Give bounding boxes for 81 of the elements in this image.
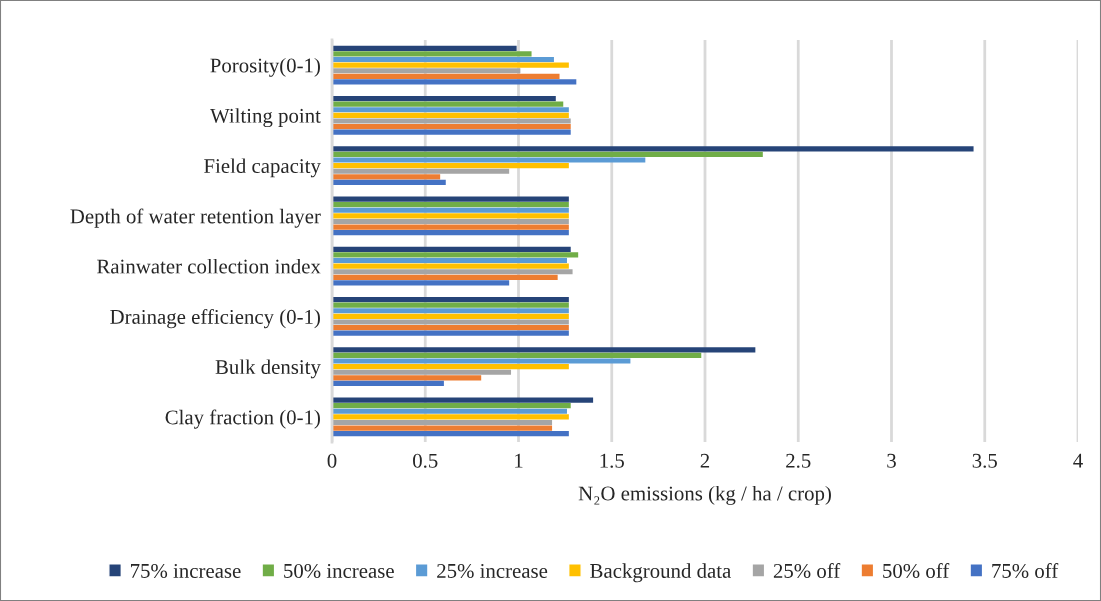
- bar: [332, 112, 569, 118]
- bar: [332, 107, 569, 113]
- bar: [332, 68, 521, 74]
- legend-label: Background data: [590, 563, 731, 583]
- bar: [332, 146, 974, 152]
- bar: [332, 280, 510, 286]
- bar: [332, 230, 569, 236]
- x-tick-label: 2: [700, 453, 710, 468]
- bar: [332, 213, 569, 219]
- legend-label: 50% increase: [284, 563, 394, 579]
- bar: [332, 163, 569, 169]
- y-tick-label: Clay fraction (0-1): [165, 409, 320, 429]
- bar: [332, 174, 441, 180]
- legend-label: 25% increase: [437, 563, 548, 579]
- bar: [332, 325, 569, 331]
- bar: [332, 51, 532, 57]
- bar: [332, 129, 571, 135]
- bar: [332, 313, 569, 319]
- bar: [332, 375, 482, 381]
- bar: [332, 380, 444, 386]
- bar: [332, 274, 558, 280]
- y-tick-label: Porosity(0-1): [210, 57, 320, 77]
- bar: [332, 397, 594, 403]
- bar: [332, 302, 569, 308]
- x-tick-label: 2.5: [786, 453, 811, 468]
- bar: [332, 101, 564, 107]
- bar: [332, 369, 512, 375]
- y-tick-label: Drainage efficiency (0-1): [110, 309, 320, 329]
- bar: [332, 124, 571, 130]
- x-tick-label: 3: [887, 453, 896, 468]
- bar: [332, 252, 579, 258]
- bar: [332, 224, 569, 230]
- bar: [332, 179, 446, 185]
- bar: [332, 297, 569, 303]
- bar: [332, 308, 569, 314]
- x-tick-label: 0.5: [413, 453, 438, 468]
- bar: [332, 56, 554, 63]
- y-tick-label: Depth of water retention layer: [70, 208, 321, 228]
- bar: [332, 419, 553, 426]
- bar: [332, 431, 569, 437]
- bar: [332, 157, 646, 163]
- legend-label: 50% off: [883, 563, 950, 579]
- bar: [332, 408, 567, 414]
- bar: [332, 257, 567, 264]
- bar: [332, 118, 571, 124]
- bar: [332, 168, 510, 174]
- bar: [332, 45, 517, 51]
- bar: [332, 218, 569, 225]
- bar: [332, 263, 569, 269]
- bar: [332, 246, 571, 252]
- x-tick-label: 0: [327, 453, 337, 468]
- bar: [332, 202, 569, 208]
- legend-label: 75% increase: [131, 563, 241, 579]
- bar: [332, 207, 569, 213]
- bar: [332, 352, 702, 358]
- bar: [332, 364, 569, 370]
- bar: [332, 319, 569, 325]
- bar: [332, 73, 560, 79]
- x-axis-title: N₂O emissions (kg / ha / crop): [578, 485, 831, 505]
- legend-label: 75% off: [992, 563, 1059, 579]
- y-tick-label: Wilting point: [210, 108, 321, 128]
- bar: [332, 347, 756, 353]
- x-tick-label: 3.5: [972, 453, 997, 468]
- y-tick-label: Rainwater collection index: [97, 258, 321, 274]
- x-tick-label: 1.5: [600, 453, 624, 468]
- bar: [332, 96, 556, 102]
- bar: [332, 151, 763, 157]
- y-tick-label: Field capacity: [204, 158, 321, 178]
- bar: [332, 62, 569, 68]
- bar: [332, 414, 569, 420]
- x-tick-label: 4: [1073, 453, 1083, 468]
- bar: [332, 358, 631, 364]
- bar: [332, 403, 571, 409]
- legend-label: 25% off: [773, 563, 841, 579]
- x-tick-label: 1: [515, 453, 523, 468]
- bar: [332, 425, 553, 431]
- bar: [332, 79, 577, 85]
- y-tick-label: Bulk density: [215, 359, 321, 379]
- bar: [332, 269, 573, 275]
- bar: [332, 196, 569, 202]
- bar: [332, 330, 569, 336]
